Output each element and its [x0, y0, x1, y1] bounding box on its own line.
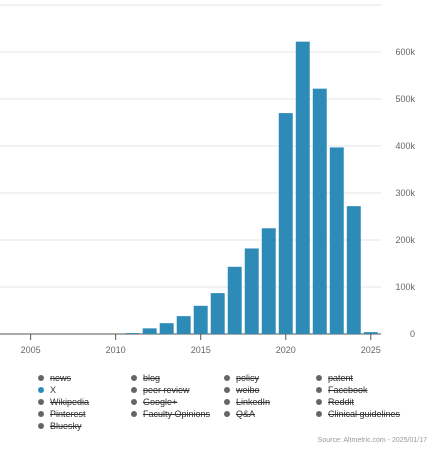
legend-label: Q&A [236, 409, 256, 420]
legend-dot-icon [224, 386, 230, 393]
x-tick-label: 2015 [191, 345, 211, 355]
legend-label: LinkedIn [236, 397, 271, 408]
source-note: Source: Altmetric.com - 2025/01/17 [317, 437, 427, 444]
x-tick-label: 2025 [361, 345, 381, 355]
legend-label: Bluesky [50, 421, 82, 432]
legend-item-clinical-guidelines[interactable]: Clinical guidelines [316, 409, 400, 420]
legend-label: Clinical guidelines [328, 409, 401, 420]
legend-label: policy [236, 373, 260, 384]
y-tick-label: 400k [395, 141, 415, 151]
legend-item-patent[interactable]: patent [316, 373, 353, 384]
legend-item-blog[interactable]: blog [131, 373, 160, 384]
legend-dot-icon [224, 398, 230, 405]
legend-dot-icon [38, 374, 44, 381]
legend-dot-icon [316, 410, 322, 417]
legend-item-wikipedia[interactable]: Wikipedia [38, 397, 89, 408]
bar-2025 [363, 332, 378, 334]
legend-dot-icon [131, 374, 137, 381]
y-tick-label: 100k [395, 282, 415, 292]
legend-label: Wikipedia [50, 397, 90, 408]
legend-item-q-a[interactable]: Q&A [224, 409, 255, 420]
legend-dot-icon [316, 398, 322, 405]
legend-item-policy[interactable]: policy [224, 373, 259, 384]
y-tick-label: 600k [395, 47, 415, 57]
y-tick-label: 300k [395, 188, 415, 198]
bar-2012 [142, 328, 157, 334]
legend-item-x[interactable]: X [38, 385, 56, 396]
legend-dot-icon [316, 386, 322, 393]
bar-2016 [210, 293, 225, 334]
legend-label: Faculty Opinions [143, 409, 211, 420]
bar-2019 [261, 228, 276, 334]
legend-dot-icon [131, 398, 137, 405]
bar-2017 [227, 266, 242, 334]
legend-item-reddit[interactable]: Reddit [316, 397, 354, 408]
legend-dot-icon [38, 422, 44, 429]
y-tick-label: 0 [410, 329, 415, 339]
legend-item-facebook[interactable]: Facebook [316, 385, 368, 396]
legend-label: Facebook [328, 385, 368, 396]
bar-2024 [346, 206, 361, 334]
bar-2021 [295, 41, 310, 334]
bar-2023 [329, 147, 344, 334]
bar-2022 [312, 88, 327, 334]
legend-dot-icon [131, 410, 137, 417]
bar-2020 [278, 113, 293, 334]
legend-label: Reddit [328, 397, 355, 408]
bar-2018 [244, 248, 259, 334]
legend-dot-icon [224, 374, 230, 381]
legend-label: Google+ [143, 397, 178, 408]
bar-2014 [176, 316, 191, 334]
x-tick-label: 2020 [276, 345, 296, 355]
y-tick-label: 500k [395, 94, 415, 104]
x-tick-label: 2010 [106, 345, 126, 355]
legend-label: blog [143, 373, 161, 384]
legend-dot-icon [131, 386, 137, 393]
bar-2015 [193, 305, 208, 334]
legend-dot-icon [38, 398, 44, 405]
legend-label: patent [328, 373, 354, 384]
legend-item-news[interactable]: news [38, 373, 71, 384]
legend-dot-icon [38, 386, 44, 393]
bar-2013 [159, 323, 174, 334]
legend-item-bluesky[interactable]: Bluesky [38, 421, 82, 432]
bar-2011 [125, 333, 140, 334]
legend-dot-icon [38, 410, 44, 417]
legend-label: peer review [143, 385, 190, 396]
legend-label: X [50, 385, 57, 396]
legend-label: Pinterest [50, 409, 86, 420]
bar-chart: 0 100k 200k 300k 400k 500k 600k 2005 2010 2015 202… [0, 4, 415, 355]
legend-item-google[interactable]: Google+ [131, 397, 177, 408]
legend-dot-icon [316, 374, 322, 381]
y-tick-label: 200k [395, 235, 415, 245]
legend-label: weibo [236, 385, 260, 396]
legend-item-pinterest[interactable]: Pinterest [38, 409, 86, 420]
legend-item-faculty-opinions[interactable]: Faculty Opinions [131, 409, 210, 420]
legend-item-weibo[interactable]: weibo [224, 385, 260, 396]
legend-item-linkedin[interactable]: LinkedIn [224, 397, 270, 408]
legend-label: news [50, 373, 72, 384]
x-tick-label: 2005 [21, 345, 41, 355]
legend-item-peer-review[interactable]: peer review [131, 385, 190, 396]
legend-dot-icon [224, 410, 230, 417]
